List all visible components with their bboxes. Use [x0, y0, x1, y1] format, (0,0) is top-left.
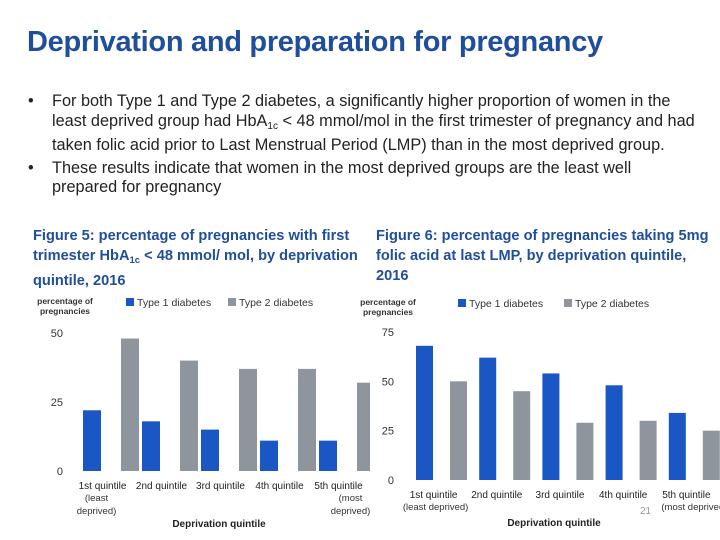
- bar-type1: [668, 412, 686, 480]
- bar-type2: [239, 368, 257, 471]
- x-axis-title: Deprivation quintile: [172, 519, 266, 530]
- bullet-mark: •: [28, 158, 34, 177]
- bullet-item: • These results indicate that women in t…: [28, 159, 700, 198]
- x-tick-label: 1st quintile: [410, 490, 458, 501]
- bar-type2: [576, 422, 594, 480]
- legend-label: Type 2 diabetes: [239, 297, 313, 309]
- x-tick-label: 2nd quintile: [136, 481, 188, 492]
- bar-type2: [702, 430, 720, 480]
- bar-type1: [142, 421, 160, 471]
- x-tick-label: 1st quintile: [79, 481, 127, 492]
- y-tick-label: 25: [51, 397, 63, 409]
- x-tick-sublabel: (least: [85, 493, 109, 504]
- legend-label: Type 1 diabetes: [469, 298, 543, 310]
- bar-type2: [298, 368, 316, 471]
- x-tick-sublabel: (least deprived): [403, 502, 468, 513]
- y-axis-title: pregnancies: [363, 307, 413, 317]
- bar-type1: [201, 429, 219, 471]
- x-tick-label: 5th quintile: [662, 490, 711, 501]
- legend-label: Type 1 diabetes: [137, 297, 211, 309]
- legend-swatch: [126, 298, 134, 306]
- x-tick-label: 4th quintile: [255, 481, 304, 492]
- bar-type2: [357, 382, 370, 471]
- bar-type2: [121, 338, 139, 471]
- y-tick-label: 75: [382, 327, 394, 339]
- x-tick-sublabel: deprived): [331, 506, 370, 517]
- bullet-list: • For both Type 1 and Type 2 diabetes, a…: [28, 92, 700, 201]
- x-tick-label: 3rd quintile: [536, 490, 585, 501]
- y-axis-title: percentage of: [360, 297, 416, 307]
- y-tick-label: 50: [51, 328, 63, 340]
- figure-5-title: Figure 5: percentage of pregnancies with…: [33, 228, 358, 289]
- bullet-item: • For both Type 1 and Type 2 diabetes, a…: [28, 92, 700, 156]
- y-axis-title: pregnancies: [40, 306, 90, 316]
- slide-title: Deprivation and preparation for pregnanc…: [27, 26, 603, 58]
- legend-swatch: [564, 299, 572, 307]
- page-number: 21: [640, 506, 652, 517]
- bar-type1: [260, 440, 278, 471]
- bar-type2: [450, 381, 467, 480]
- bar-type1: [83, 410, 101, 471]
- y-tick-label: 25: [382, 426, 394, 438]
- x-axis-title: Deprivation quintile: [507, 518, 601, 529]
- x-tick-label: 4th quintile: [599, 490, 648, 501]
- legend-label: Type 2 diabetes: [575, 298, 649, 310]
- bar-type1: [605, 385, 623, 480]
- y-tick-label: 50: [382, 376, 394, 388]
- bar-type2: [180, 360, 198, 471]
- x-tick-sublabel: (most: [339, 493, 363, 504]
- x-tick-sublabel: deprived): [77, 506, 117, 517]
- x-tick-label: 5th quintile: [314, 481, 363, 492]
- legend-swatch: [458, 299, 466, 307]
- bar-type1: [416, 345, 433, 480]
- bullet-text: For both Type 1 and Type 2 diabetes, a s…: [52, 92, 695, 154]
- x-tick-label: 3rd quintile: [196, 481, 245, 492]
- bar-type1: [542, 373, 560, 480]
- bar-type2: [639, 420, 657, 480]
- bar-type2: [513, 391, 531, 480]
- y-tick-label: 0: [388, 475, 394, 487]
- x-tick-sublabel: (most deprived): [661, 502, 720, 513]
- bar-type1: [319, 440, 337, 471]
- y-axis-title: percentage of: [37, 296, 93, 306]
- x-tick-label: 2nd quintile: [471, 490, 523, 501]
- bullet-mark: •: [28, 92, 34, 110]
- y-tick-label: 0: [57, 466, 63, 478]
- figure-6-title: Figure 6: percentage of pregnancies taki…: [376, 228, 709, 284]
- legend-swatch: [228, 298, 236, 306]
- bullet-text: These results indicate that women in the…: [52, 158, 632, 197]
- bar-type1: [479, 357, 497, 480]
